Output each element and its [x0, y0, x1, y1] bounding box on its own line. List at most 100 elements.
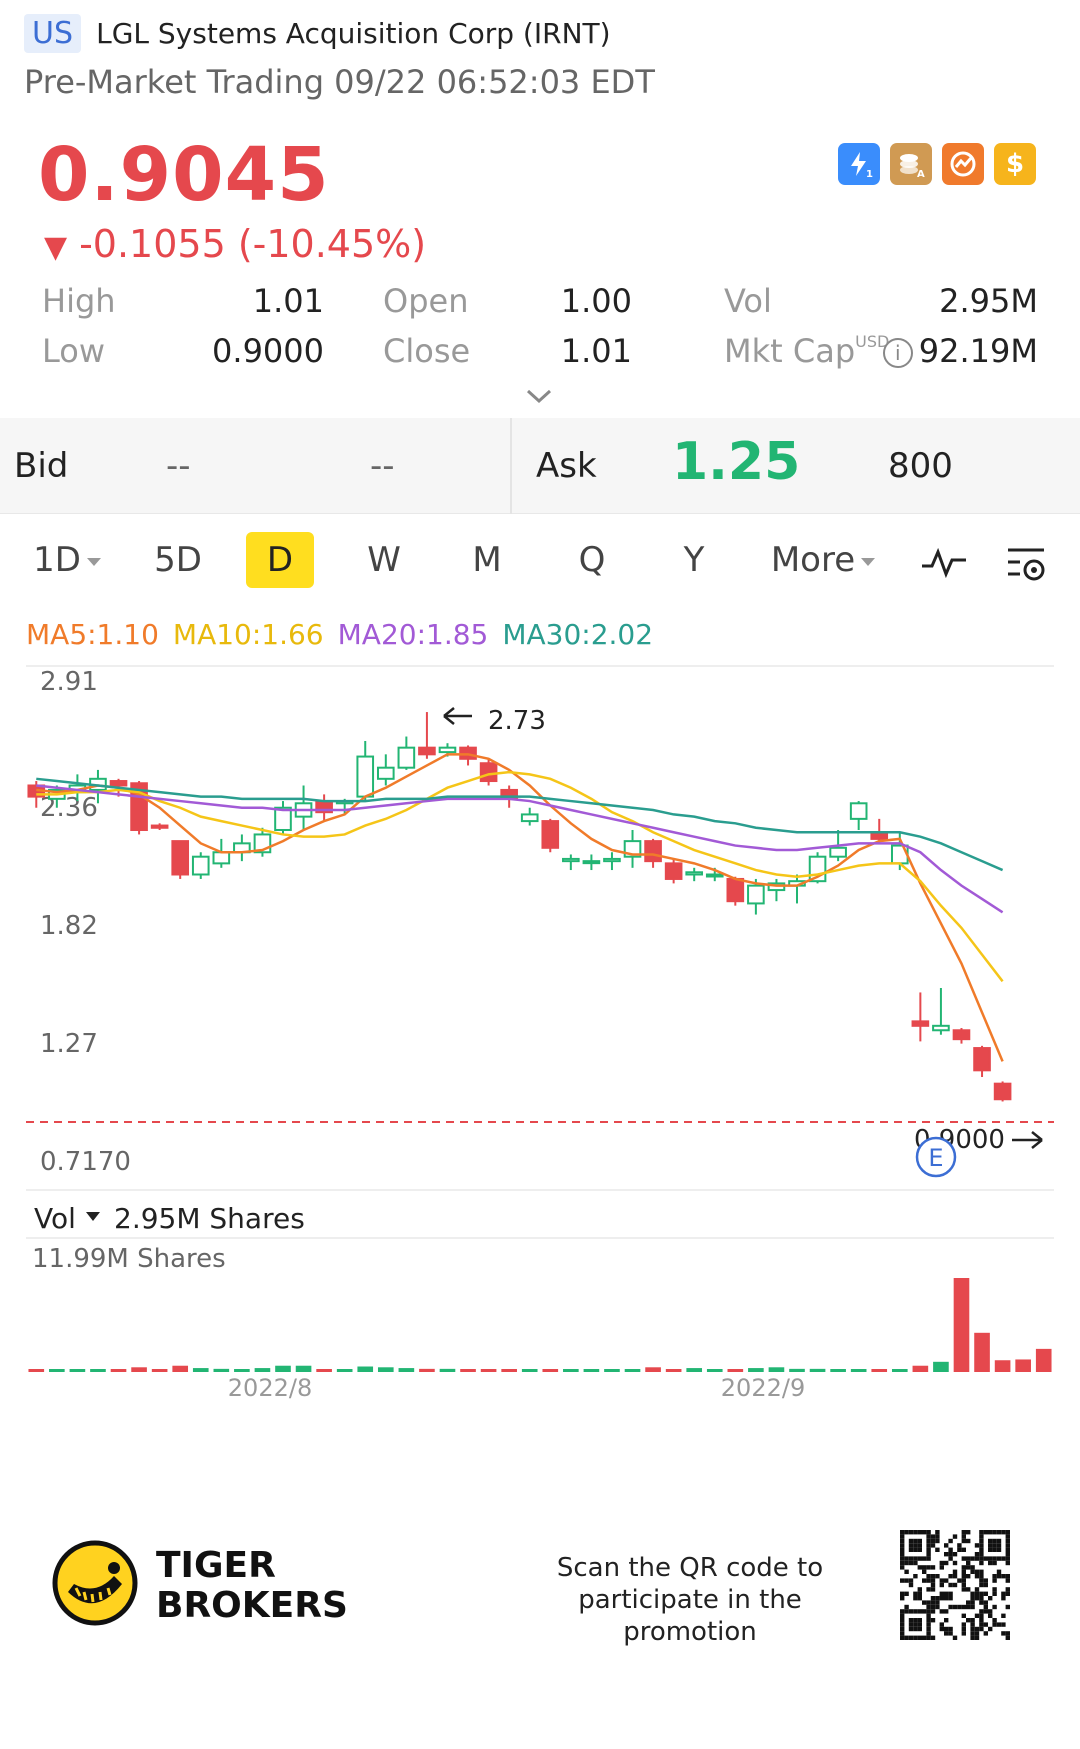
qr-module [935, 1596, 940, 1601]
price-chart[interactable]: 2.91 2.36 1.82 1.27 0.7170 2.73 0.9000 E… [0, 660, 1080, 1420]
qr-module [992, 1587, 997, 1592]
qr-module [900, 1626, 905, 1632]
qr-module [930, 1534, 936, 1539]
qr-module [904, 1635, 909, 1640]
qr-module [1001, 1622, 1006, 1627]
volume-bar [460, 1369, 476, 1372]
qr-module [900, 1552, 905, 1557]
qr-module [974, 1574, 980, 1579]
qr-module [917, 1565, 922, 1570]
tab-y[interactable]: Y [683, 540, 705, 580]
qr-module [922, 1530, 927, 1535]
volume-bar [213, 1368, 230, 1372]
qr-module [926, 1587, 931, 1592]
qr-module [952, 1604, 958, 1610]
qr-module [1001, 1596, 1006, 1601]
qr-module [900, 1622, 905, 1627]
candle [973, 1045, 991, 1077]
candle-body [191, 855, 210, 876]
qr-module [917, 1609, 922, 1614]
x-label-sep: 2022/9 [721, 1374, 805, 1402]
qr-module [979, 1530, 984, 1535]
qr-module [926, 1556, 931, 1561]
max-annotation: 2.73 [443, 706, 546, 736]
qr-module [1005, 1534, 1010, 1539]
qr-module [948, 1574, 953, 1579]
tab-1d[interactable]: 1D [30, 532, 104, 588]
qr-module [917, 1543, 922, 1548]
qr-module [974, 1587, 980, 1592]
tab-more[interactable]: More [768, 532, 878, 588]
qr-module [944, 1626, 949, 1632]
candle-body [870, 833, 889, 840]
chart-settings-icon[interactable] [1004, 544, 1050, 584]
qr-module [988, 1538, 993, 1544]
volume-bar [933, 1361, 949, 1372]
bid-price: -- [166, 446, 191, 486]
quote-header: US LGL Systems Acquisition Corp (IRNT) P… [24, 14, 1056, 101]
qr-module [970, 1600, 975, 1605]
qr-module [952, 1574, 958, 1579]
qr-module [913, 1560, 918, 1566]
volume-label[interactable]: Vol [34, 1202, 76, 1235]
qr-module [935, 1538, 940, 1544]
qr-module [988, 1543, 993, 1548]
qr-module [948, 1591, 953, 1596]
y-label-4: 1.27 [40, 1029, 98, 1059]
qr-code[interactable] [900, 1530, 1010, 1640]
qr-module [1005, 1530, 1010, 1535]
qr-module [979, 1543, 984, 1548]
qr-module [900, 1547, 905, 1552]
candle [233, 834, 251, 862]
candle-body [418, 746, 436, 756]
qr-module [926, 1613, 931, 1618]
volume-bar [398, 1368, 415, 1372]
chevron-down-icon[interactable] [524, 386, 554, 406]
qr-module [908, 1582, 914, 1588]
qr-module [900, 1631, 905, 1636]
tab-d[interactable]: D [246, 532, 314, 588]
qr-module [908, 1578, 914, 1583]
candle [562, 854, 580, 871]
qr-module [952, 1569, 958, 1574]
qr-module [930, 1600, 936, 1605]
max-annotation-text: 2.73 [488, 706, 546, 736]
qr-module [996, 1547, 1002, 1552]
chart-badge-icon[interactable] [942, 143, 984, 185]
qr-module [979, 1626, 984, 1632]
promo-line-2: participate in the promotion [578, 1585, 802, 1647]
qr-module [948, 1596, 953, 1601]
price-change-text: -0.1055 (-10.45%) [79, 222, 427, 266]
qr-module [926, 1600, 931, 1605]
volume-bar [727, 1369, 744, 1372]
stack-a-badge-icon[interactable]: A [890, 143, 932, 185]
qr-module [944, 1631, 949, 1636]
qr-module [983, 1631, 988, 1636]
qr-module [948, 1552, 953, 1557]
qr-module [913, 1574, 918, 1579]
dollar-badge-icon[interactable]: $ [994, 143, 1036, 185]
info-icon[interactable]: i [882, 338, 913, 368]
qr-module [970, 1556, 975, 1561]
qr-module [926, 1626, 931, 1632]
candle-body [562, 857, 580, 863]
qr-module [935, 1547, 940, 1552]
qr-module [1005, 1631, 1010, 1636]
qr-module [961, 1565, 966, 1570]
tab-q[interactable]: Q [578, 540, 606, 580]
lightning-1-badge-icon[interactable]: 1 [838, 143, 880, 185]
earnings-marker[interactable]: E [915, 1136, 957, 1178]
tab-5d[interactable]: 5D [154, 540, 202, 580]
volume-bar [439, 1368, 456, 1372]
y-label-min: 0.7170 [40, 1147, 131, 1177]
indicator-icon[interactable] [920, 546, 968, 580]
tab-w[interactable]: W [367, 540, 401, 580]
tab-m[interactable]: M [472, 540, 502, 580]
qr-module [979, 1596, 984, 1601]
qr-module [939, 1578, 944, 1583]
qr-module [970, 1565, 975, 1570]
qr-module [974, 1543, 980, 1548]
volume-bar [809, 1368, 826, 1372]
bid-label: Bid [14, 446, 69, 486]
qr-module [966, 1556, 971, 1561]
